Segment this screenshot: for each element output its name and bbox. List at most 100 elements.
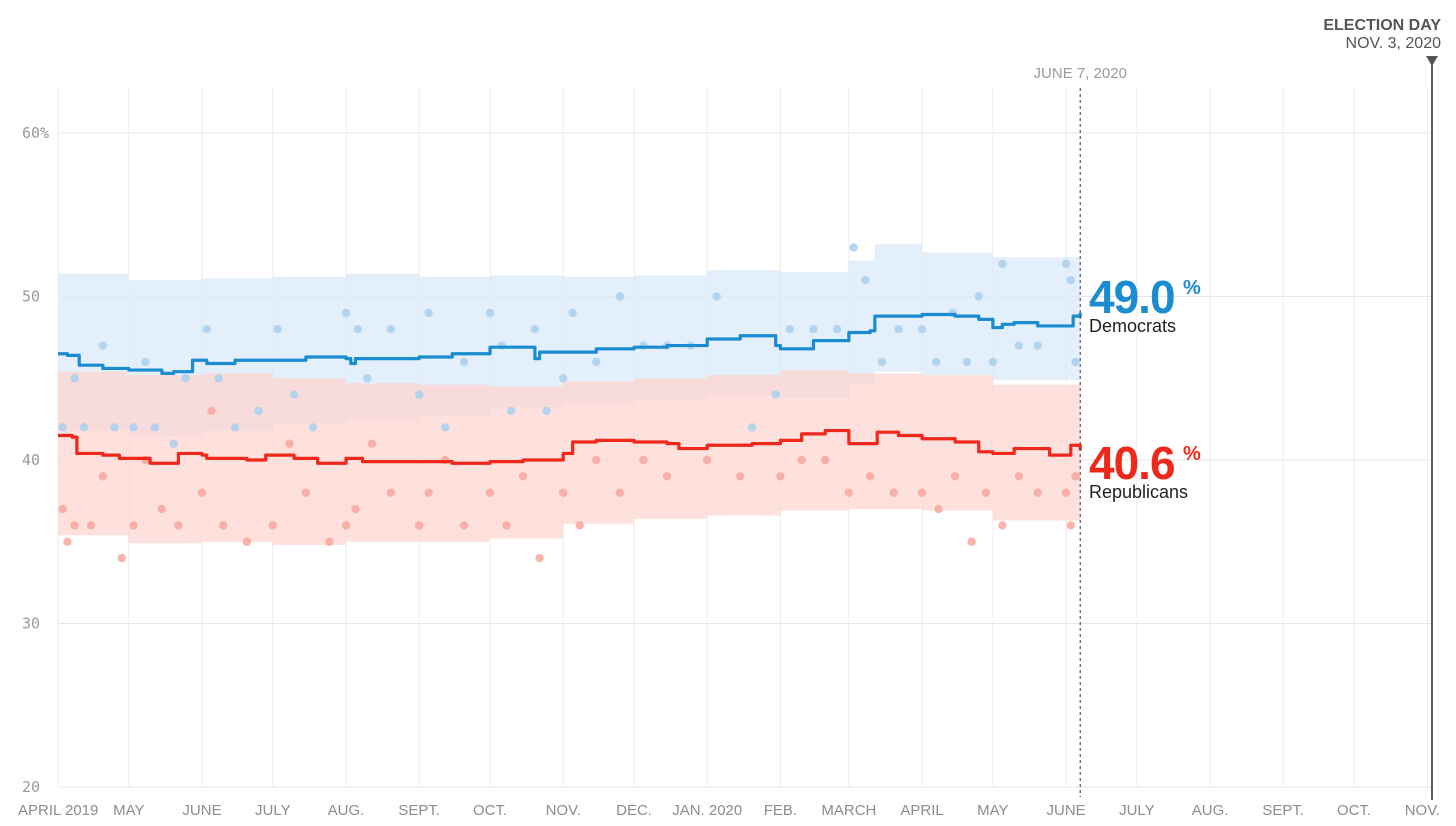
democrats-poll-dot — [150, 423, 159, 432]
x-tick-label: NOV. — [546, 802, 581, 819]
republicans-poll-dot — [559, 488, 568, 497]
democrats-poll-dot — [415, 390, 424, 399]
democrats-poll-dot — [530, 325, 540, 334]
democrats-poll-dot — [79, 423, 89, 432]
y-tick-label: 20 — [22, 778, 40, 796]
democrats-poll-dot — [592, 357, 601, 367]
democrats-poll-dot — [214, 374, 223, 383]
democrats-poll-dot — [849, 243, 858, 252]
democrats-poll-dot — [771, 390, 780, 399]
x-tick-label: JUNE — [1046, 802, 1085, 819]
democrats-poll-dot — [568, 308, 577, 318]
democrats-poll-dot — [181, 374, 190, 383]
democrats-poll-dot — [308, 423, 318, 432]
republicans-poll-dot — [639, 455, 648, 465]
republicans-poll-dot — [1071, 472, 1080, 481]
x-tick-label: JAN. 2020 — [672, 802, 742, 819]
poll-dot-layer — [58, 243, 1080, 563]
republicans-poll-dot — [367, 439, 377, 448]
democrats-poll-dot — [917, 325, 927, 334]
democrats-poll-dot — [289, 390, 299, 399]
republicans-poll-dot — [703, 455, 712, 465]
democrats-series-label: Democrats — [1089, 316, 1176, 336]
democrats-poll-dot — [747, 423, 757, 432]
democrats-poll-dot — [507, 406, 516, 416]
y-tick-label: 60% — [22, 124, 49, 142]
republicans-poll-dot — [998, 521, 1007, 530]
republicans-poll-dot — [242, 537, 252, 546]
band-layer — [58, 244, 1081, 546]
x-tick-label: OCT. — [1337, 802, 1371, 819]
republicans-uncertainty-band — [58, 370, 1081, 546]
republicans-poll-dot — [268, 521, 278, 530]
democrats-poll-dot — [485, 308, 495, 318]
democrats-poll-dot — [341, 308, 351, 318]
republicans-poll-dot — [219, 521, 228, 530]
democrats-poll-dot — [1071, 357, 1080, 367]
republicans-poll-dot — [285, 439, 294, 448]
republicans-poll-dot — [485, 488, 495, 497]
democrats-final-value: 49.0 — [1089, 271, 1175, 323]
republicans-poll-dot — [535, 553, 544, 563]
democrats-poll-dot — [70, 374, 79, 383]
current-date-label: JUNE 7, 2020 — [1034, 65, 1127, 82]
republicans-poll-dot — [459, 521, 469, 530]
republicans-poll-dot — [917, 488, 927, 497]
republicans-poll-dot — [351, 504, 360, 514]
republicans-poll-dot — [386, 488, 396, 497]
republicans-series-label: Republicans — [1089, 482, 1188, 502]
republicans-poll-dot — [821, 455, 830, 465]
marker-layer: JUNE 7, 2020 ELECTION DAY NOV. 3, 2020 — [1034, 17, 1441, 800]
republicans-poll-dot — [207, 406, 216, 416]
democrats-poll-dot — [129, 423, 138, 432]
democrats-poll-dot — [894, 325, 903, 334]
x-tick-label: SEPT. — [398, 802, 440, 819]
democrats-poll-dot — [141, 357, 150, 367]
x-tick-label: SEPT. — [1262, 802, 1304, 819]
democrats-poll-dot — [202, 325, 211, 334]
democrats-poll-dot — [712, 292, 721, 301]
x-tick-label: JULY — [255, 802, 291, 819]
democrats-poll-dot — [230, 423, 240, 432]
democrats-poll-dot — [932, 357, 941, 367]
democrats-poll-dot — [424, 308, 433, 318]
democrats-poll-dot — [974, 292, 983, 301]
republicans-percent-sign: % — [1183, 443, 1201, 465]
x-tick-label: NOV. — [1405, 802, 1440, 819]
democrats-poll-dot — [832, 325, 842, 334]
democrats-poll-dot — [998, 259, 1007, 268]
republicans-poll-dot — [502, 521, 511, 530]
republicans-poll-dot — [662, 472, 672, 481]
republicans-poll-dot — [301, 488, 311, 497]
republicans-poll-dot — [518, 472, 528, 481]
republicans-poll-dot — [415, 521, 424, 530]
x-tick-label: DEC. — [616, 802, 652, 819]
x-tick-label: OCT. — [473, 802, 507, 819]
democrats-poll-dot — [877, 357, 887, 367]
republicans-poll-dot — [424, 488, 433, 497]
republicans-poll-dot — [575, 521, 584, 530]
republicans-poll-dot — [736, 472, 745, 481]
republicans-poll-dot — [129, 521, 138, 530]
x-tick-label: MAY — [977, 802, 1008, 819]
republicans-poll-dot — [86, 521, 96, 530]
republicans-poll-dot — [889, 488, 898, 497]
republicans-poll-dot — [592, 455, 601, 465]
democrats-poll-dot — [98, 341, 108, 350]
republicans-poll-dot — [63, 537, 72, 546]
y-tick-label: 50 — [22, 288, 40, 306]
x-tick-label: APRIL — [900, 802, 943, 819]
republicans-poll-dot — [117, 553, 126, 563]
democrats-poll-dot — [58, 423, 67, 432]
election-day-title: ELECTION DAY — [1323, 17, 1441, 34]
democrats-trend-line — [58, 312, 1082, 375]
republicans-poll-dot — [70, 521, 79, 530]
republicans-poll-dot — [1033, 488, 1042, 497]
republicans-poll-dot — [950, 472, 960, 481]
republicans-poll-dot — [615, 488, 625, 497]
democrats-poll-dot — [861, 275, 870, 285]
republicans-poll-dot — [934, 504, 943, 514]
x-tick-label: FEB. — [764, 802, 797, 819]
democrats-poll-dot — [1014, 341, 1024, 350]
